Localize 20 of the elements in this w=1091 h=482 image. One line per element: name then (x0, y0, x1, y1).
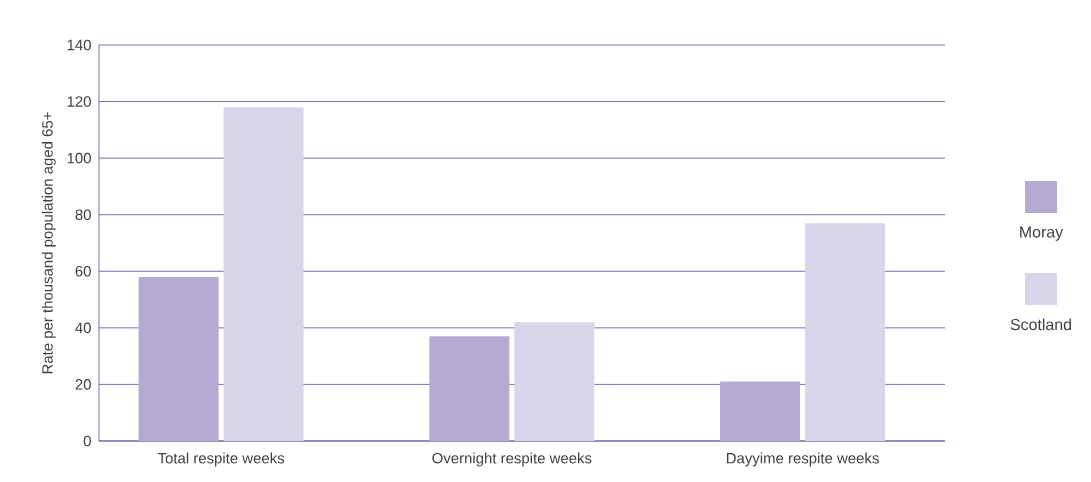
y-tick-label: 20 (75, 379, 91, 390)
bar (429, 336, 510, 441)
x-tick-label: Overnight respite weeks (432, 452, 592, 467)
legend-label: Moray (1020, 226, 1064, 241)
bar (223, 107, 304, 441)
y-tick-label: 60 (75, 265, 91, 277)
y-tick-label: 80 (75, 209, 91, 220)
y-axis-title: Rate per thousand population aged 65+ (41, 112, 56, 374)
legend-label: Scotland (1010, 318, 1071, 331)
bar (138, 276, 219, 441)
bar (720, 381, 801, 441)
y-tick-label: 100 (67, 152, 91, 164)
y-tick-label: 0 (83, 435, 91, 447)
bar (805, 223, 886, 441)
x-tick-label: Dayyime respite weeks (726, 452, 879, 467)
y-tick-label: 120 (67, 96, 91, 107)
x-tick-label: Total respite weeks (157, 452, 285, 467)
y-tick-label: 140 (67, 39, 91, 51)
y-tick-label: 40 (75, 322, 91, 334)
bar (514, 322, 595, 441)
